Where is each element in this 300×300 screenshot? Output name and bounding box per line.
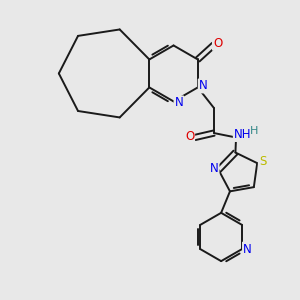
Text: N: N xyxy=(199,80,208,92)
Text: S: S xyxy=(259,155,266,168)
Text: N: N xyxy=(243,243,252,256)
Text: H: H xyxy=(250,126,259,136)
Text: O: O xyxy=(213,37,222,50)
Text: N: N xyxy=(175,96,183,110)
Text: O: O xyxy=(185,130,194,142)
Text: NH: NH xyxy=(234,128,251,141)
Text: N: N xyxy=(210,162,219,175)
